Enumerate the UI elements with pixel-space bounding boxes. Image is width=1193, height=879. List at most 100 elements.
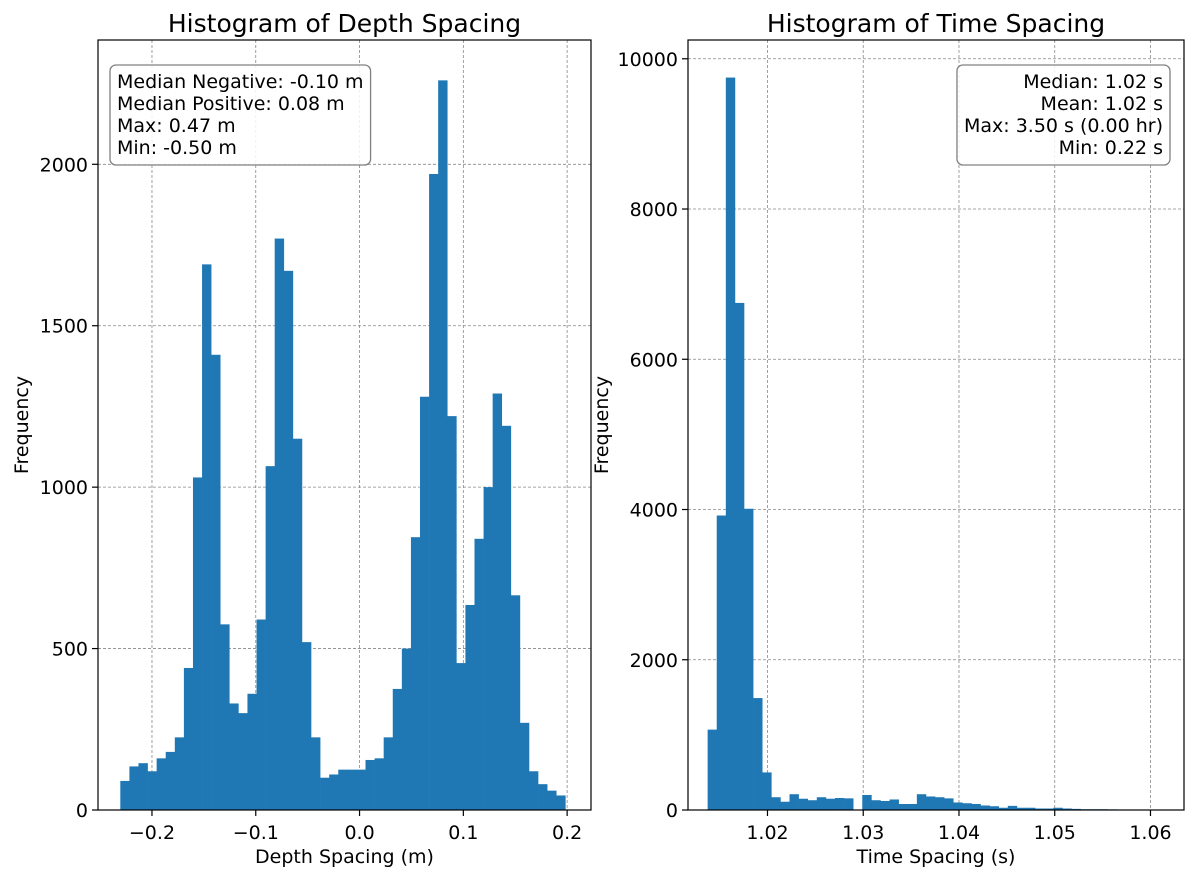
- time-bar-12: [817, 797, 826, 810]
- depth-stats-line-3: Min: -0.50 m: [117, 137, 237, 159]
- time-ytick-4: 8000: [630, 199, 688, 221]
- time-ytick-label-0: 0: [666, 800, 678, 822]
- depth-bar-15: [257, 620, 266, 810]
- time-ytick-3: 6000: [630, 349, 688, 371]
- time-xtick-1: 1.03: [842, 810, 884, 844]
- time-xtick-4: 1.06: [1129, 810, 1171, 844]
- time-stats-line-2: Max: 3.50 s (0.00 hr): [964, 115, 1163, 137]
- depth-bar-13: [238, 713, 247, 810]
- time-xtick-2: 1.04: [938, 810, 980, 844]
- depth-bar-19: [293, 439, 302, 810]
- depth-bar-42: [502, 426, 511, 810]
- depth-bar-7: [184, 668, 193, 810]
- depth-xtick-2: 0.0: [344, 810, 374, 844]
- depth-bar-33: [420, 397, 429, 810]
- depth-bar-28: [375, 758, 384, 810]
- time-xtick-label-4: 1.06: [1129, 822, 1171, 844]
- depth-bar-1: [129, 766, 138, 810]
- depth-ytick-2: 1000: [40, 477, 98, 499]
- depth-bar-34: [429, 174, 438, 810]
- time-bar-25: [935, 797, 944, 810]
- depth-bar-20: [302, 642, 311, 810]
- depth-bar-27: [366, 760, 375, 810]
- time-bar-21: [899, 804, 908, 810]
- depth-bar-37: [456, 663, 465, 810]
- time-bar-15: [844, 798, 853, 810]
- time-bar-18: [871, 800, 880, 810]
- depth-bar-44: [520, 723, 529, 810]
- depth-bar-22: [320, 778, 329, 810]
- depth-xtick-0: −0.2: [129, 810, 175, 844]
- depth-bar-46: [538, 784, 547, 810]
- depth-bar-10: [211, 355, 220, 810]
- depth-bar-0: [120, 781, 129, 810]
- depth-ytick-label-1: 500: [52, 639, 88, 661]
- depth-bar-11: [220, 624, 229, 810]
- depth-bar-24: [338, 770, 347, 810]
- depth-x-axis-label: Depth Spacing (m): [255, 846, 434, 868]
- depth-stats-line-0: Median Negative: -0.10 m: [117, 71, 364, 93]
- depth-bar-18: [284, 271, 293, 810]
- time-bar-7: [771, 797, 780, 810]
- time-bar-9: [790, 794, 799, 810]
- time-ytick-label-5: 10000: [618, 49, 678, 71]
- time-bar-29: [971, 804, 980, 810]
- depth-bar-14: [247, 694, 256, 810]
- depth-bar-17: [275, 239, 284, 810]
- time-x-axis-label: Time Spacing (s): [856, 846, 1016, 868]
- depth-ytick-label-4: 2000: [40, 154, 88, 176]
- depth-bar-6: [175, 737, 184, 810]
- time-bar-19: [880, 801, 889, 810]
- time-xtick-label-3: 1.05: [1034, 822, 1076, 844]
- time-bar-2: [726, 78, 735, 810]
- time-xtick-0: 1.02: [746, 810, 788, 844]
- depth-bar-2: [138, 763, 147, 810]
- depth-ytick-label-3: 1500: [40, 316, 88, 338]
- time-chart-title: Histogram of Time Spacing: [767, 9, 1105, 38]
- depth-bar-39: [475, 539, 484, 810]
- time-bar-0: [708, 730, 717, 810]
- depth-bar-23: [329, 774, 338, 810]
- depth-ytick-0: 0: [76, 800, 98, 822]
- depth-bar-5: [166, 752, 175, 810]
- depth-bar-12: [229, 703, 238, 810]
- time-bar-10: [799, 799, 808, 810]
- time-bar-27: [953, 802, 962, 810]
- time-bar-8: [780, 802, 789, 810]
- depth-bar-47: [547, 791, 556, 810]
- time-bars: [708, 78, 1163, 810]
- depth-bar-43: [511, 595, 520, 810]
- depth-bar-29: [384, 737, 393, 810]
- depth-xtick-label-2: 0.0: [344, 822, 374, 844]
- time-ytick-label-2: 4000: [630, 500, 678, 522]
- depth-bar-38: [465, 605, 474, 810]
- depth-bar-21: [311, 737, 320, 810]
- depth-bar-3: [148, 771, 157, 810]
- time-xtick-label-2: 1.04: [938, 822, 980, 844]
- time-bar-14: [835, 798, 844, 810]
- depth-bar-8: [193, 477, 202, 810]
- depth-bar-25: [347, 770, 356, 810]
- time-bar-4: [744, 509, 753, 810]
- depth-bar-9: [202, 264, 211, 810]
- time-bar-3: [735, 303, 744, 810]
- time-xtick-3: 1.05: [1034, 810, 1076, 844]
- depth-bar-16: [266, 466, 275, 810]
- depth-stats-line-2: Max: 0.47 m: [117, 115, 236, 137]
- time-bar-24: [926, 796, 935, 810]
- depth-ytick-1: 500: [52, 639, 98, 661]
- time-bar-23: [917, 794, 926, 810]
- time-bar-6: [762, 772, 771, 810]
- depth-y-axis-label: Frequency: [11, 376, 33, 474]
- depth-chart-title: Histogram of Depth Spacing: [168, 9, 521, 38]
- time-y-axis-label: Frequency: [591, 376, 613, 474]
- depth-xtick-3: 0.1: [448, 810, 478, 844]
- depth-ytick-3: 1500: [40, 316, 98, 338]
- time-ytick-label-3: 6000: [630, 349, 678, 371]
- depth-bar-30: [393, 689, 402, 810]
